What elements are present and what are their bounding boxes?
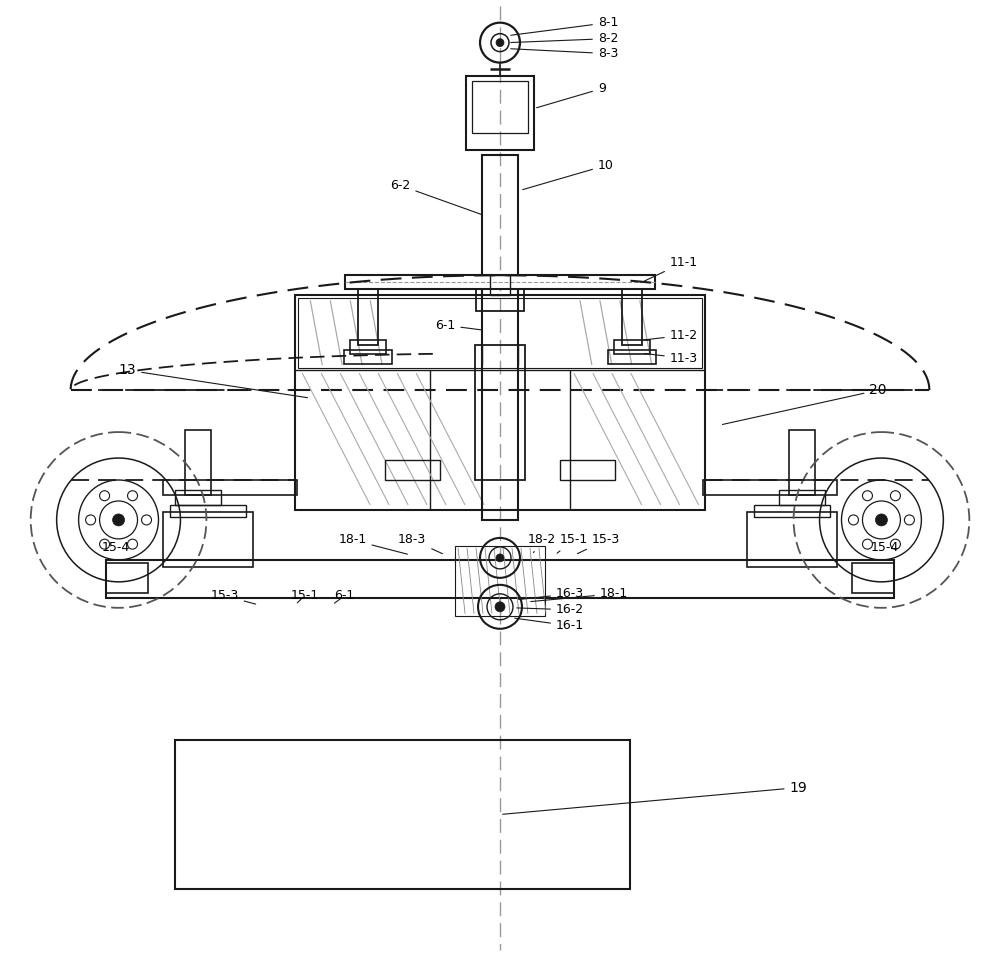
Bar bbox=[298, 298, 702, 368]
Bar bbox=[482, 156, 518, 520]
Text: 15-3: 15-3 bbox=[210, 589, 256, 604]
Text: 8-3: 8-3 bbox=[511, 47, 618, 60]
Text: 10: 10 bbox=[523, 159, 614, 189]
Text: 18-1: 18-1 bbox=[531, 587, 628, 601]
Bar bbox=[490, 275, 510, 295]
Text: 13: 13 bbox=[119, 363, 308, 398]
Text: 8-1: 8-1 bbox=[511, 16, 618, 35]
Text: 20: 20 bbox=[722, 383, 887, 424]
Text: 15-1: 15-1 bbox=[557, 533, 588, 554]
Text: 9: 9 bbox=[537, 82, 606, 108]
Bar bbox=[350, 340, 386, 354]
Bar bbox=[622, 290, 642, 345]
Text: 15-3: 15-3 bbox=[577, 533, 620, 554]
Text: 15-1: 15-1 bbox=[290, 589, 319, 603]
Bar bbox=[476, 290, 524, 312]
Text: 6-2: 6-2 bbox=[390, 179, 481, 214]
Bar bbox=[175, 490, 221, 505]
Text: 19: 19 bbox=[503, 780, 807, 815]
Circle shape bbox=[113, 514, 125, 526]
Text: 11-3: 11-3 bbox=[645, 352, 698, 364]
Bar bbox=[358, 290, 378, 345]
Circle shape bbox=[495, 602, 505, 612]
Bar bbox=[163, 480, 297, 495]
Bar bbox=[106, 560, 894, 598]
Bar bbox=[345, 275, 655, 290]
Bar bbox=[747, 512, 837, 567]
Bar bbox=[163, 512, 253, 567]
Circle shape bbox=[496, 554, 504, 562]
Bar bbox=[560, 460, 615, 480]
Text: 16-1: 16-1 bbox=[515, 619, 584, 632]
Bar bbox=[175, 740, 630, 889]
Text: 11-1: 11-1 bbox=[644, 256, 698, 281]
Text: 15-4: 15-4 bbox=[101, 541, 130, 554]
Circle shape bbox=[496, 38, 504, 47]
Bar bbox=[170, 505, 246, 517]
Text: 8-2: 8-2 bbox=[511, 33, 618, 45]
Text: 16-2: 16-2 bbox=[517, 603, 584, 617]
Circle shape bbox=[875, 514, 887, 526]
Text: 6-1: 6-1 bbox=[435, 318, 481, 332]
Bar bbox=[106, 563, 148, 593]
Bar bbox=[466, 76, 534, 150]
Bar bbox=[779, 490, 825, 505]
Bar bbox=[385, 460, 440, 480]
Bar bbox=[703, 480, 837, 495]
Bar bbox=[475, 345, 525, 480]
Text: 18-1: 18-1 bbox=[338, 533, 407, 554]
Text: 11-2: 11-2 bbox=[645, 329, 698, 341]
Bar bbox=[472, 80, 528, 133]
Text: 16-3: 16-3 bbox=[519, 587, 584, 600]
Bar bbox=[789, 430, 815, 495]
Bar bbox=[608, 350, 656, 364]
Bar bbox=[455, 546, 545, 616]
Text: 6-1: 6-1 bbox=[334, 589, 354, 603]
Text: 18-2: 18-2 bbox=[528, 533, 556, 553]
Bar bbox=[754, 505, 830, 517]
Bar bbox=[295, 295, 705, 510]
Text: 18-3: 18-3 bbox=[398, 533, 443, 554]
Bar bbox=[185, 430, 211, 495]
Bar bbox=[614, 340, 650, 354]
Bar bbox=[344, 350, 392, 364]
Bar bbox=[852, 563, 894, 593]
Text: 15-4: 15-4 bbox=[870, 541, 899, 554]
